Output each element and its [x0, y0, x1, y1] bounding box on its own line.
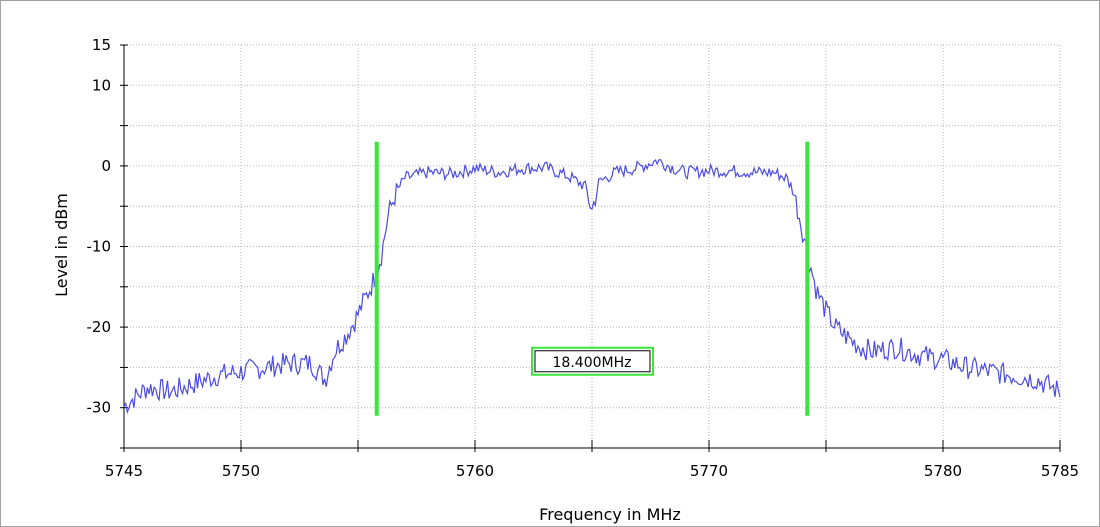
y-axis-title: Level in dBm: [52, 193, 71, 297]
x-tick-label: 5745: [105, 462, 143, 480]
y-tick-label: 10: [92, 76, 111, 94]
y-tick-label: -10: [87, 238, 112, 256]
x-tick-label: 5770: [690, 462, 728, 480]
bandwidth-markers: [374, 141, 810, 416]
annotation-text: 18.400MHz: [553, 355, 632, 371]
axes: 5745 5750 5760 5770 5780 5785 -30 -20 -10 0 10 15: [87, 36, 1080, 480]
spectrum-trace: [123, 159, 1061, 415]
x-tick-label: 5750: [222, 462, 260, 480]
grid: [124, 44, 1061, 448]
x-axis-title: Frequency in MHz: [539, 505, 681, 524]
x-tick-label: 5780: [924, 462, 962, 480]
x-tick-label: 5785: [1041, 462, 1079, 480]
bandwidth-annotation: 18.400MHz: [531, 346, 654, 376]
y-tick-label: 15: [92, 36, 111, 54]
y-tick-label: -20: [87, 318, 112, 336]
annotation-box: [531, 346, 654, 376]
series-layer: [123, 159, 1061, 415]
y-tick-label: 0: [101, 157, 111, 175]
annotation-inner-border: [534, 350, 651, 373]
y-tick-label: -30: [87, 399, 112, 417]
x-tick-label: 5760: [456, 462, 494, 480]
